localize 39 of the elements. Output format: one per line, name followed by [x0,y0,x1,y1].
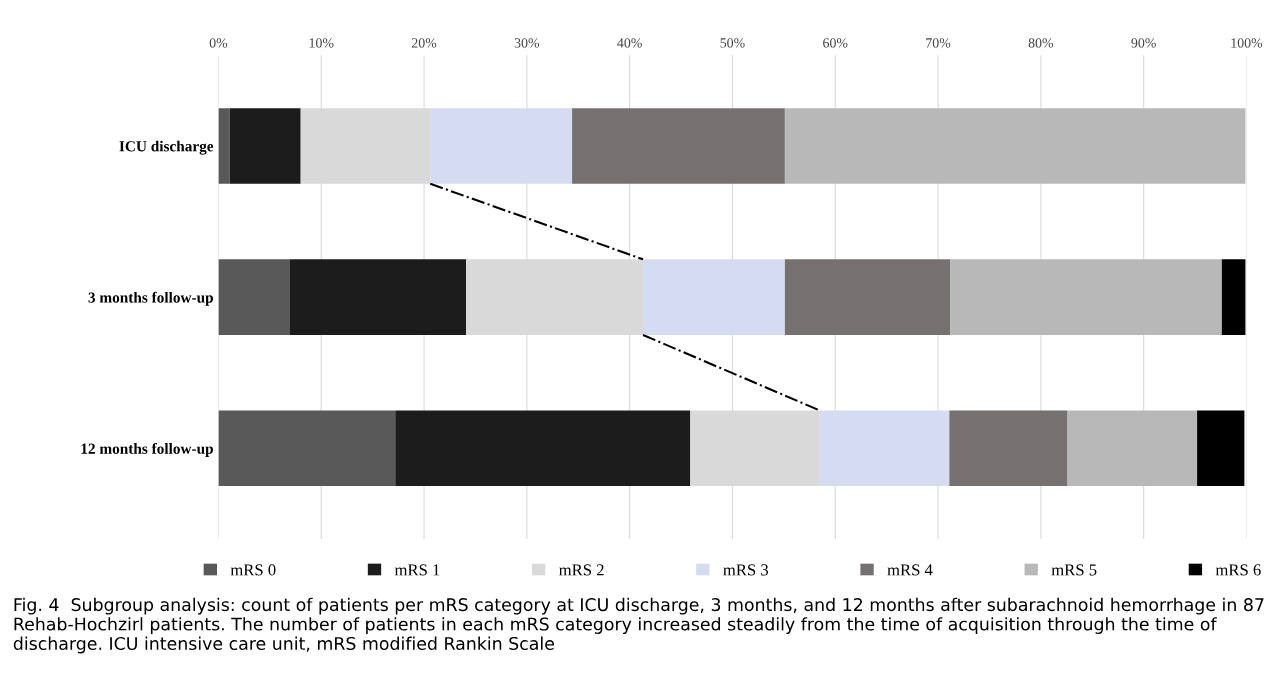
bar [218,259,290,335]
legend-label: mRS 2 [559,564,604,576]
x-tick-label: 30% [514,38,540,48]
x-tick-label: 60% [823,38,848,48]
bar [289,259,467,335]
caption: Fig. 4 Subgroup analysis: count of patients per mRS category at ICU discharge, 3 months, and 12 months after subarachnoid hemorrhage in 87 Rehab-Hochzirl patients. The number of patients in each mRS category increased steadily from the time of acquisition through the time of discharge. ICU intensive care unit, mRS modified Rankin Scale [13,597,1264,654]
bar [950,259,1222,335]
bar [949,410,1068,487]
legend-label: mRS 3 [723,564,769,576]
x-tick-label: 50% [720,38,745,48]
y-tick-label: ICU discharge [119,140,214,155]
bar [784,259,951,335]
bar [572,108,785,184]
x-tick-label: 0% [209,38,228,48]
x-tick-label: 20% [411,38,437,48]
legend-label: mRS 6 [1215,564,1261,576]
legend-label: mRS 0 [230,564,276,576]
x-tick-label: 100% [1231,38,1263,48]
x-tick-label: 80% [1028,38,1054,48]
bar [784,108,1246,184]
x-tick-label: 90% [1131,38,1156,48]
y-tick-label: 3 months follow-up [88,291,213,306]
bar [1221,259,1246,335]
y-tick-label: 12 months follow-up [81,442,213,457]
x-tick-label: 40% [617,38,642,48]
legend-label: mRS 5 [1051,564,1097,576]
x-tick-label: 70% [926,38,951,48]
x-tick-label: 10% [309,38,334,48]
bar [1197,410,1245,487]
bar [395,410,691,487]
bar [430,108,573,184]
bar [819,410,950,487]
legend-label: mRS 4 [887,564,933,576]
legend-label: mRS 1 [394,564,440,576]
bar [229,108,301,184]
bar [218,410,396,487]
bar [1067,410,1198,487]
bar [643,259,785,335]
bar [218,108,230,184]
